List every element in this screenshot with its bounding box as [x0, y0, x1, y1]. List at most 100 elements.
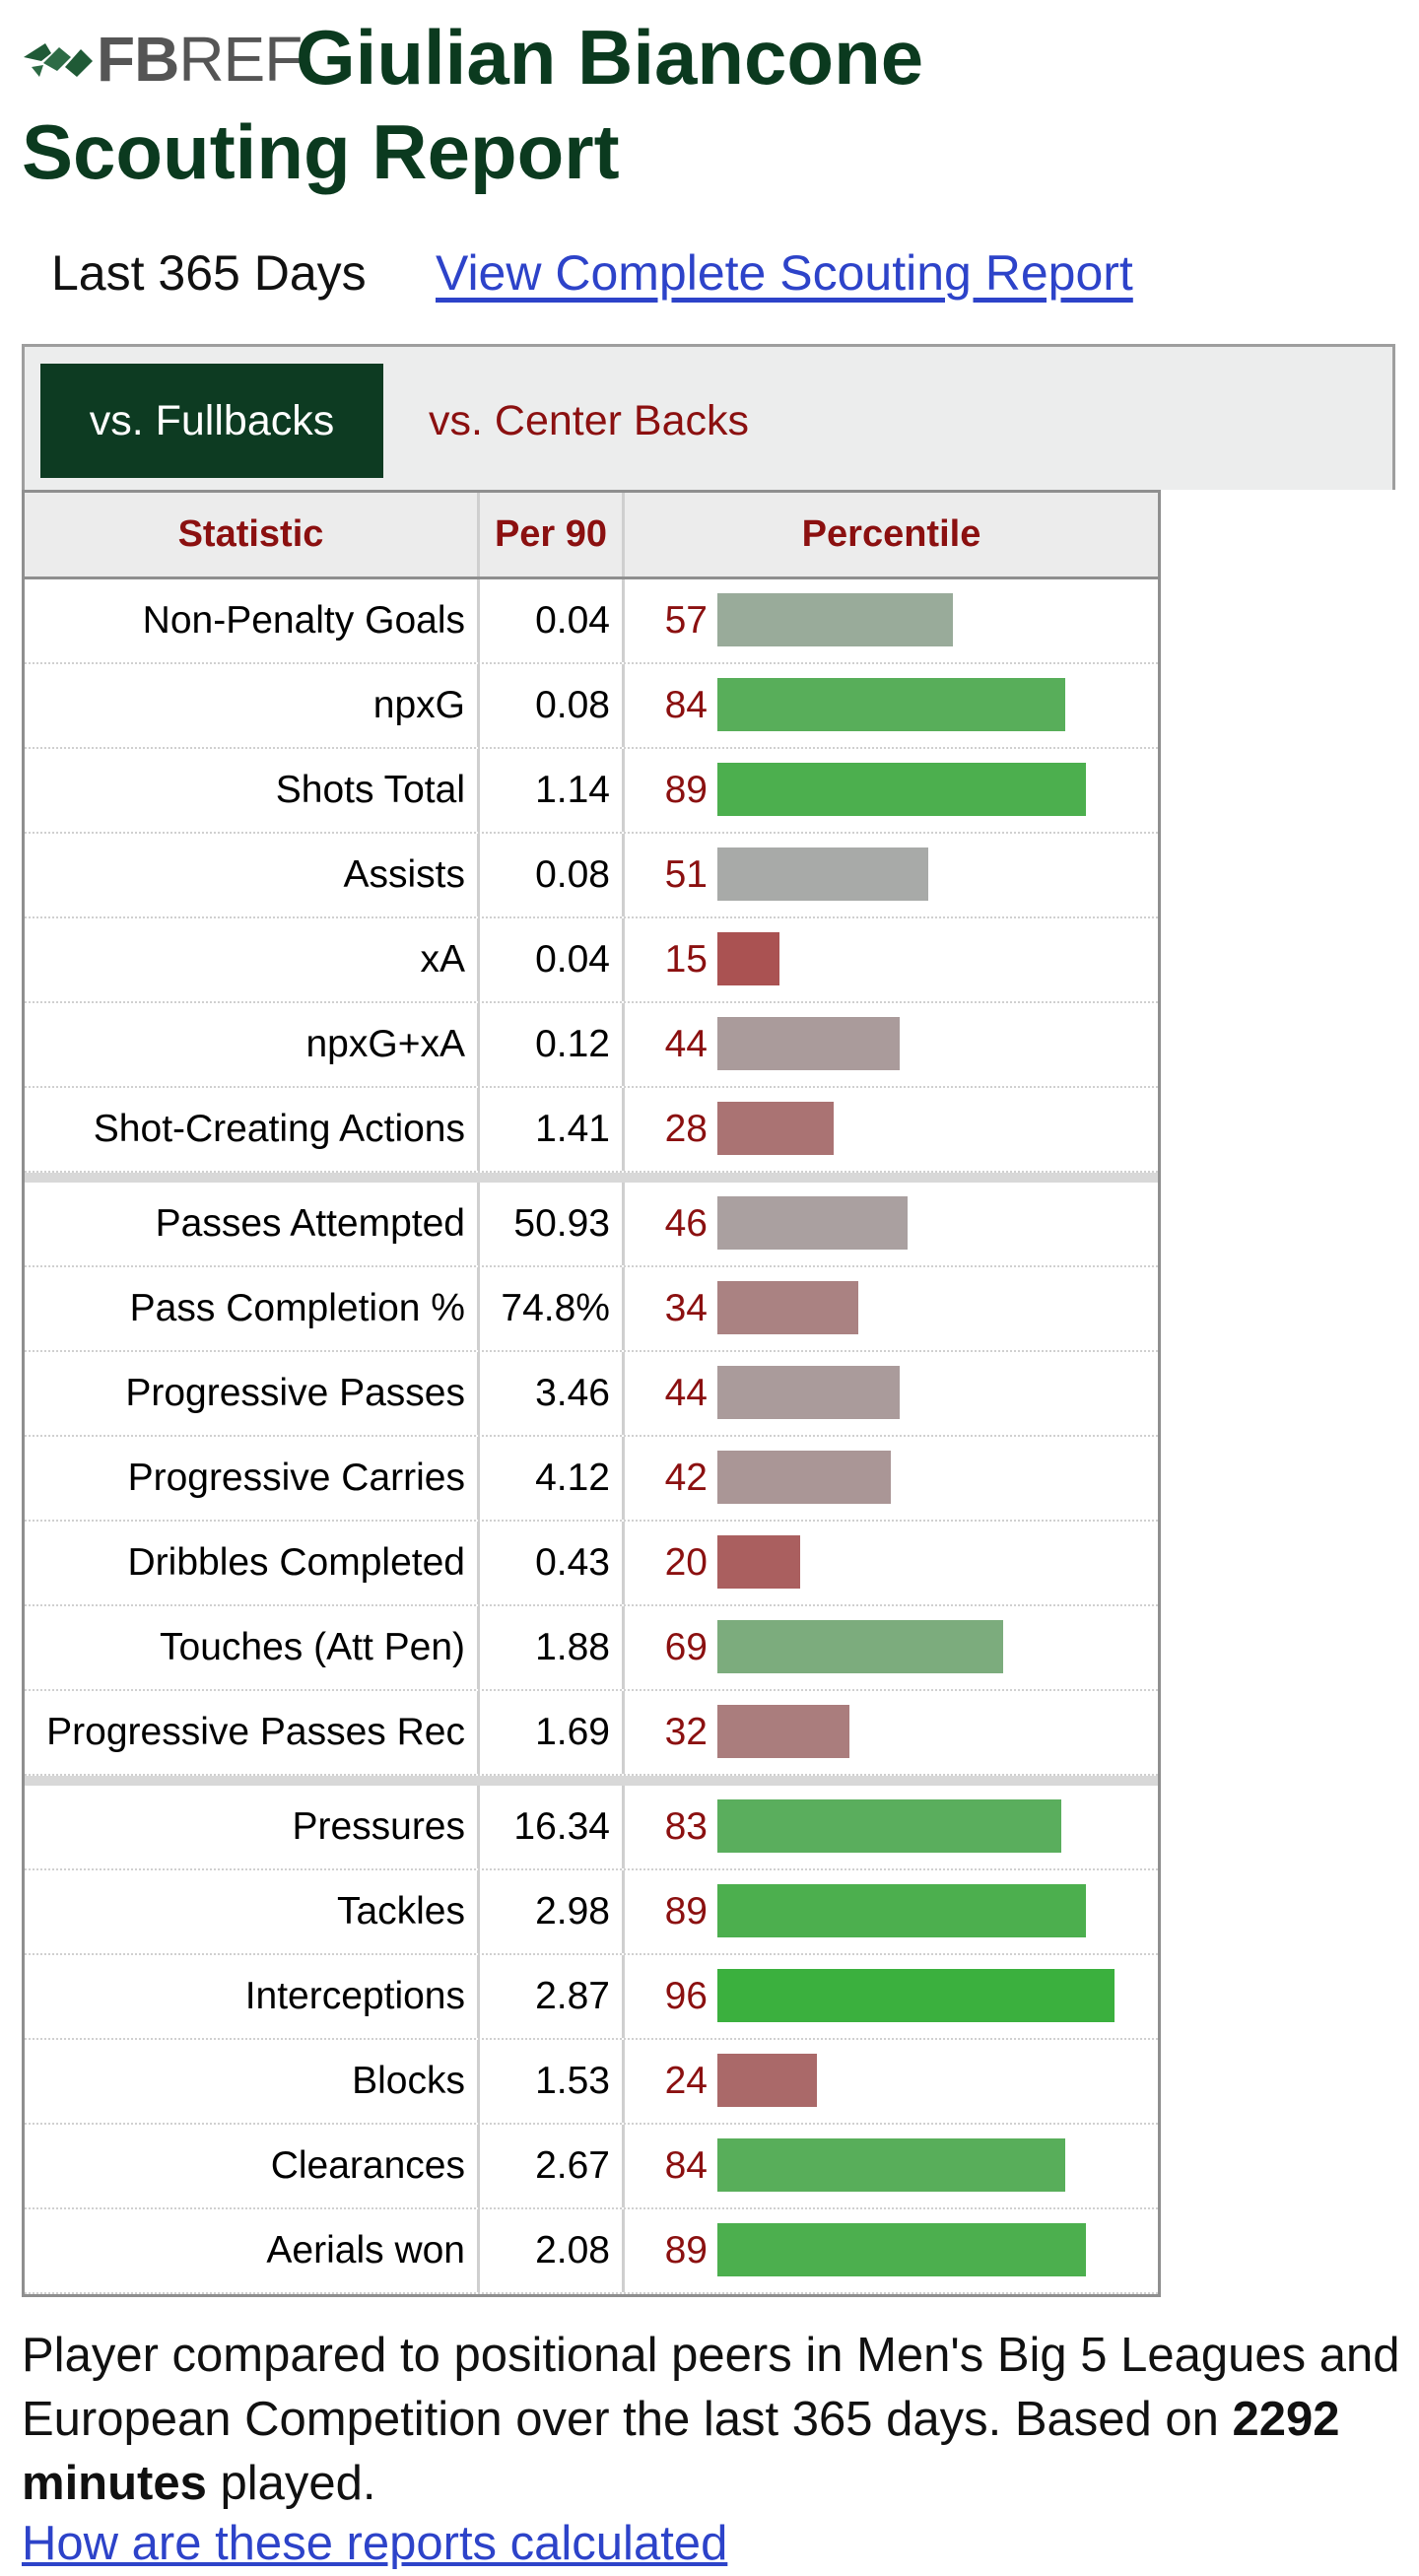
percentile-cell: 44 [625, 1352, 1158, 1435]
footnote-text: Player compared to positional peers in M… [22, 2329, 1400, 2446]
per90-value: 0.43 [480, 1522, 625, 1604]
percentile-cell: 84 [625, 664, 1158, 747]
table-row: Progressive Passes 3.46 44 [25, 1352, 1158, 1437]
percentile-value: 69 [664, 1626, 708, 1668]
percentile-cell: 51 [625, 834, 1158, 916]
stat-name: Pass Completion % [25, 1267, 480, 1350]
percentile-value: 15 [664, 938, 708, 981]
comparison-switcher: vs. Fullbacks vs. Center Backs [22, 344, 1395, 490]
table-row: npxG 0.08 84 [25, 664, 1158, 749]
percentile-cell: 15 [625, 918, 1158, 1001]
header-statistic[interactable]: Statistic [25, 493, 480, 576]
table-row: Aerials won 2.08 89 [25, 2209, 1158, 2294]
percentile-bar [717, 1281, 858, 1334]
stat-name: Non-Penalty Goals [25, 579, 480, 662]
per90-value: 74.8% [480, 1267, 625, 1350]
period-label: Last 365 Days [51, 245, 367, 301]
stat-name: Blocks [25, 2040, 480, 2123]
stat-name: Interceptions [25, 1955, 480, 2038]
percentile-cell: 89 [625, 749, 1158, 832]
percentile-bar [717, 1620, 1003, 1673]
percentile-value: 34 [664, 1287, 708, 1329]
minutes-played: 2292 minutes [22, 2393, 1340, 2510]
per90-value: 2.08 [480, 2209, 625, 2292]
per90-value: 0.04 [480, 579, 625, 662]
percentile-value: 51 [664, 853, 708, 896]
percentile-value: 44 [664, 1023, 708, 1065]
percentile-value: 96 [664, 1975, 708, 2017]
tab-vs-fullbacks[interactable]: vs. Fullbacks [40, 364, 383, 478]
group-separator [25, 1776, 1158, 1786]
percentile-bar [717, 1884, 1086, 1937]
table-row: xA 0.04 15 [25, 918, 1158, 1003]
table-row: Dribbles Completed 0.43 20 [25, 1522, 1158, 1606]
fbref-wordmark: FBREF [97, 24, 303, 95]
percentile-bar [717, 1366, 900, 1419]
percentile-value: 42 [664, 1457, 708, 1499]
percentile-bar [717, 1705, 849, 1758]
percentile-cell: 28 [625, 1088, 1158, 1171]
per90-value: 0.12 [480, 1003, 625, 1086]
percentile-bar [717, 1102, 834, 1155]
table-row: npxG+xA 0.12 44 [25, 1003, 1158, 1088]
percentile-value: 46 [664, 1202, 708, 1245]
percentile-value: 83 [664, 1805, 708, 1848]
percentile-value: 28 [664, 1108, 708, 1150]
percentile-value: 89 [664, 2229, 708, 2271]
header-per-90[interactable]: Per 90 [480, 493, 625, 576]
percentile-bar [717, 932, 779, 985]
percentile-value: 84 [664, 2144, 708, 2187]
table-row: Pass Completion % 74.8% 34 [25, 1267, 1158, 1352]
percentile-cell: 20 [625, 1522, 1158, 1604]
percentile-bar [717, 2223, 1086, 2276]
stat-name: Passes Attempted [25, 1183, 480, 1265]
per90-value: 0.08 [480, 664, 625, 747]
percentile-cell: 89 [625, 1870, 1158, 1953]
percentile-cell: 84 [625, 2125, 1158, 2207]
percentile-cell: 24 [625, 2040, 1158, 2123]
percentile-bar [717, 763, 1086, 816]
table-row: Pressures 16.34 83 [25, 1786, 1158, 1870]
stat-name: xA [25, 918, 480, 1001]
table-row: Shot-Creating Actions 1.41 28 [25, 1088, 1158, 1173]
percentile-bar [717, 1799, 1061, 1853]
percentile-bar [717, 1017, 900, 1070]
per90-value: 1.53 [480, 2040, 625, 2123]
table-row: Shots Total 1.14 89 [25, 749, 1158, 834]
group-separator [25, 1173, 1158, 1183]
per90-value: 16.34 [480, 1786, 625, 1868]
table-row: Interceptions 2.87 96 [25, 1955, 1158, 2040]
percentile-bar [717, 1969, 1115, 2022]
stat-name: npxG [25, 664, 480, 747]
per90-value: 2.98 [480, 1870, 625, 1953]
table-row: Progressive Passes Rec 1.69 32 [25, 1691, 1158, 1776]
per90-value: 2.67 [480, 2125, 625, 2207]
table-row: Non-Penalty Goals 0.04 57 [25, 579, 1158, 664]
percentile-value: 20 [664, 1541, 708, 1584]
percentile-cell: 42 [625, 1437, 1158, 1520]
percentile-value: 84 [664, 684, 708, 726]
percentile-bar [717, 1196, 908, 1250]
complete-report-link[interactable]: View Complete Scouting Report [436, 245, 1133, 301]
percentile-bar [717, 2054, 817, 2107]
report-subnav: Last 365 Days View Complete Scouting Rep… [51, 241, 1133, 305]
fbref-logo[interactable]: FBREF [22, 28, 303, 91]
percentile-bar [717, 1451, 891, 1504]
table-row: Passes Attempted 50.93 46 [25, 1183, 1158, 1267]
percentile-bar [717, 593, 953, 646]
page-title: Giulian Biancone Scouting Report [22, 14, 924, 195]
table-row: Touches (Att Pen) 1.88 69 [25, 1606, 1158, 1691]
scouting-table: Statistic Per 90 Percentile Non-Penalty … [22, 490, 1161, 2297]
how-calculated-link[interactable]: How are these reports calculated [22, 2517, 728, 2570]
stat-name: Tackles [25, 1870, 480, 1953]
stat-name: Assists [25, 834, 480, 916]
percentile-value: 57 [664, 599, 708, 642]
stat-name: npxG+xA [25, 1003, 480, 1086]
header-percentile[interactable]: Percentile [801, 513, 981, 555]
percentile-cell: 89 [625, 2209, 1158, 2292]
tab-vs-center-backs[interactable]: vs. Center Backs [429, 397, 749, 444]
percentile-cell: 96 [625, 1955, 1158, 2038]
stat-name: Progressive Carries [25, 1437, 480, 1520]
stat-name: Aerials won [25, 2209, 480, 2292]
footnote: Player compared to positional peers in M… [22, 2324, 1401, 2516]
